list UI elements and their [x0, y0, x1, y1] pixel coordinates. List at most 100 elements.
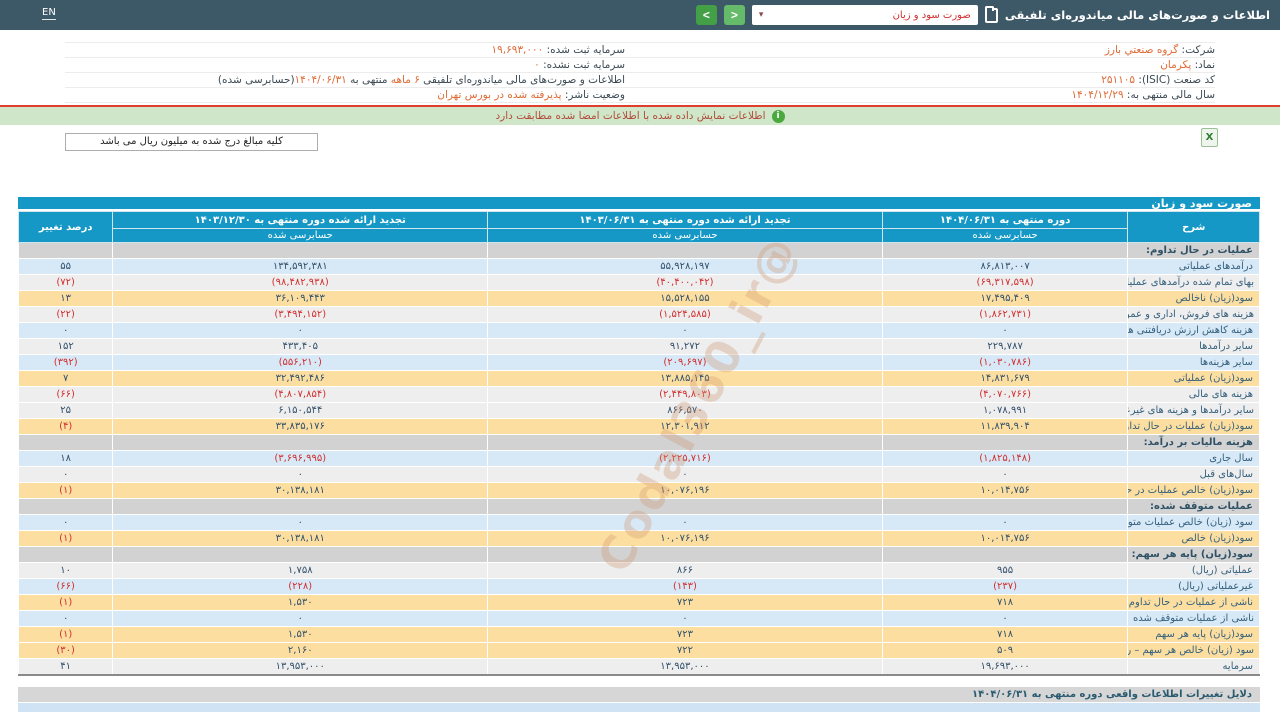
row-label: سود(زیان) پایه هر سهم [1127, 626, 1260, 643]
cell-percent-change: (۷۲) [17, 274, 114, 291]
row-label: سایر درآمدها [1127, 338, 1260, 355]
cell-percent-change: (۶۶) [17, 578, 114, 595]
empty-cell [112, 242, 489, 259]
table-row: بهای تمام شده درآمدهای عملیاتی (۶۹,۳۱۷,۵۹… [17, 274, 1260, 291]
empty-cell [881, 242, 1129, 259]
cell-value: ۱۴,۸۳۱,۶۷۹ [881, 370, 1129, 387]
cell-value: ۱۳,۹۵۳,۰۰۰ [112, 658, 489, 675]
currency-note: کلیه مبالغ درج شده به میلیون ریال می باش… [65, 133, 318, 151]
page-title-group: اطلاعات و صورت‌های مالی میاندوره‌ای تلفی… [984, 5, 1270, 23]
table-row: هزینه کاهش ارزش دریافتنی ها (هزینه استثن… [17, 322, 1260, 339]
note-row: کلیه مبالغ درج شده به میلیون ریال می باش… [0, 128, 1280, 153]
row-label: سود (زیان) خالص هر سهم – ریال [1127, 642, 1260, 659]
cell-value: ۱۳,۹۵۳,۰۰۰ [487, 658, 883, 675]
empty-cell [17, 434, 114, 451]
next-statement-button[interactable]: > [695, 5, 717, 25]
cell-percent-change: ۱۰ [17, 562, 114, 579]
top-bar: اطلاعات و صورت‌های مالی میاندوره‌ای تلفی… [0, 0, 1280, 30]
cell-value: (۱,۸۶۲,۷۳۱) [881, 306, 1129, 323]
signature-match-banner: i اطلاعات نمایش داده شده با اطلاعات امضا… [0, 105, 1280, 125]
cell-value: ۷۲۳ [487, 594, 883, 611]
cell-value: (۵۵۶,۲۱۰) [112, 354, 489, 371]
language-toggle-en[interactable]: EN [42, 7, 56, 20]
cell-percent-change: (۱) [17, 530, 114, 547]
cell-value: ۱۰,۰۷۶,۱۹۶ [487, 530, 883, 547]
cell-percent-change: ۰ [17, 514, 114, 531]
empty-cell [881, 546, 1129, 563]
cell-value: ۵۰۹ [881, 642, 1129, 659]
chevron-down-icon: ▾ [758, 10, 764, 20]
info-row: نماد: پکرمان [905, 58, 1215, 73]
cell-value: (۶۹,۳۱۷,۵۹۸) [881, 274, 1129, 291]
page-title: اطلاعات و صورت‌های مالی میاندوره‌ای تلفی… [1004, 8, 1270, 22]
income-statement-table: شرح دوره منتهی به ۱۴۰۴/۰۶/۳۱ تجدید ارائه… [17, 211, 1260, 676]
table-row: عملیاتی (ریال) ۹۵۵ ۸۶۶ ۱,۷۵۸ ۱۰ [17, 562, 1260, 579]
cell-value: ۰ [487, 322, 883, 339]
cell-value: ۸۶۶,۵۷۰ [487, 402, 883, 419]
cell-value: ۲۲۹,۷۸۷ [881, 338, 1129, 355]
excel-export-icon[interactable]: X [1201, 128, 1218, 147]
cell-percent-change: (۳۹۲) [17, 354, 114, 371]
cell-value: ۷۱۸ [881, 626, 1129, 643]
section-row: سود(زیان) پایه هر سهم: [17, 546, 1260, 563]
row-label: سود(زیان) خالص عملیات در حال تداوم [1127, 482, 1260, 499]
cell-percent-change: ۰ [17, 466, 114, 483]
cell-percent-change: (۴) [17, 418, 114, 435]
company-info-right-column: شرکت: گروه صنعتي بارز نماد: پکرمان کد صنعت… [905, 43, 1215, 103]
cell-value: (۴,۰۷۰,۷۶۶) [881, 386, 1129, 403]
empty-cell [487, 546, 883, 563]
row-label: هزینه کاهش ارزش دریافتنی ها (هزینه استثن… [1127, 322, 1260, 339]
info-value: پذيرفته شده در بورس تهران [437, 89, 562, 101]
cell-percent-change: ۱۸ [17, 450, 114, 467]
table-row: سایر درآمدها ۲۲۹,۷۸۷ ۹۱,۲۷۲ ۴۳۳,۴۰۵ ۱۵۲ [17, 338, 1260, 355]
info-label: اطلاعات و صورت‌های مالی میاندوره‌ای تلفی… [419, 74, 625, 86]
cell-value: ۱,۵۳۰ [112, 626, 489, 643]
table-row: سرمایه ۱۹,۶۹۳,۰۰۰ ۱۳,۹۵۳,۰۰۰ ۱۳,۹۵۳,۰۰۰ ۴۱ [17, 658, 1260, 675]
cell-percent-change: ۷ [17, 370, 114, 387]
section-row: عملیات متوقف شده: [17, 498, 1260, 515]
changes-reason-section-header: دلایل تغییرات اطلاعات واقعی دوره منتهی ب… [18, 686, 1260, 702]
cell-value: (۲۲۸) [112, 578, 489, 595]
info-label: سرمایه ثبت نشده: [539, 59, 625, 71]
cell-percent-change: ۰ [17, 610, 114, 627]
cell-value: ۹۱,۲۷۲ [487, 338, 883, 355]
row-label: سال‌های قبل [1127, 466, 1260, 483]
info-label: (حسابرسی شده) [217, 74, 295, 86]
cell-value: ۳۳,۸۳۵,۱۷۶ [112, 418, 489, 435]
section-row: عملیات در حال تداوم: [17, 242, 1260, 259]
table-row: غیرعملیاتی (ریال) (۲۳۷) (۱۴۳) (۲۲۸) (۶۶) [17, 578, 1260, 595]
cell-value: ۱۳,۸۸۵,۱۴۵ [487, 370, 883, 387]
section-label: عملیات در حال تداوم: [1127, 242, 1260, 259]
empty-cell [17, 546, 114, 563]
empty-cell [881, 434, 1129, 451]
info-value: ۱۹,۶۹۳,۰۰۰ [491, 44, 544, 56]
table-row: سایر هزینه‌ها (۱,۰۳۰,۷۸۶) (۲۰۹,۶۹۷) (۵۵۶,۲۱… [17, 354, 1260, 371]
info-label: منتهی به [346, 74, 391, 86]
info-row: سرمایه ثبت شده: ۱۹,۶۹۳,۰۰۰ [65, 43, 905, 58]
empty-cell [487, 434, 883, 451]
cell-percent-change: (۳۰) [17, 642, 114, 659]
info-value: پکرمان [1160, 59, 1192, 71]
table-row: سود(زیان) ناخالص ۱۷,۴۹۵,۴۰۹ ۱۵,۵۲۸,۱۵۵ ۳۶,۱… [17, 290, 1260, 307]
empty-cell [881, 498, 1129, 515]
cell-value: ۰ [112, 610, 489, 627]
prev-statement-button[interactable]: < [723, 5, 745, 25]
info-value: ۶ ماهه [390, 74, 420, 86]
row-label: سرمایه [1127, 658, 1260, 675]
audited-subheader: حسابرسی شده [487, 228, 883, 243]
row-label: سال جاری [1127, 450, 1260, 467]
cell-value: ۰ [487, 610, 883, 627]
row-label: هزینه های مالی [1127, 386, 1260, 403]
info-label: وضعیت ناشر: [561, 89, 625, 101]
row-label: غیرعملیاتی (ریال) [1127, 578, 1260, 595]
info-label: نماد: [1191, 59, 1215, 71]
cell-value: ۷۲۳ [487, 626, 883, 643]
cell-value: ۰ [487, 466, 883, 483]
statement-select[interactable]: صورت سود و زیان ▾ [751, 5, 978, 25]
cell-percent-change: ۱۵۲ [17, 338, 114, 355]
column-header-percent-change: درصد تغییر [17, 211, 114, 243]
cell-value: ۰ [881, 514, 1129, 531]
section-row: هزینه مالیات بر درآمد: [17, 434, 1260, 451]
table-row: سود(زیان) پایه هر سهم ۷۱۸ ۷۲۳ ۱,۵۳۰ (۱) [17, 626, 1260, 643]
